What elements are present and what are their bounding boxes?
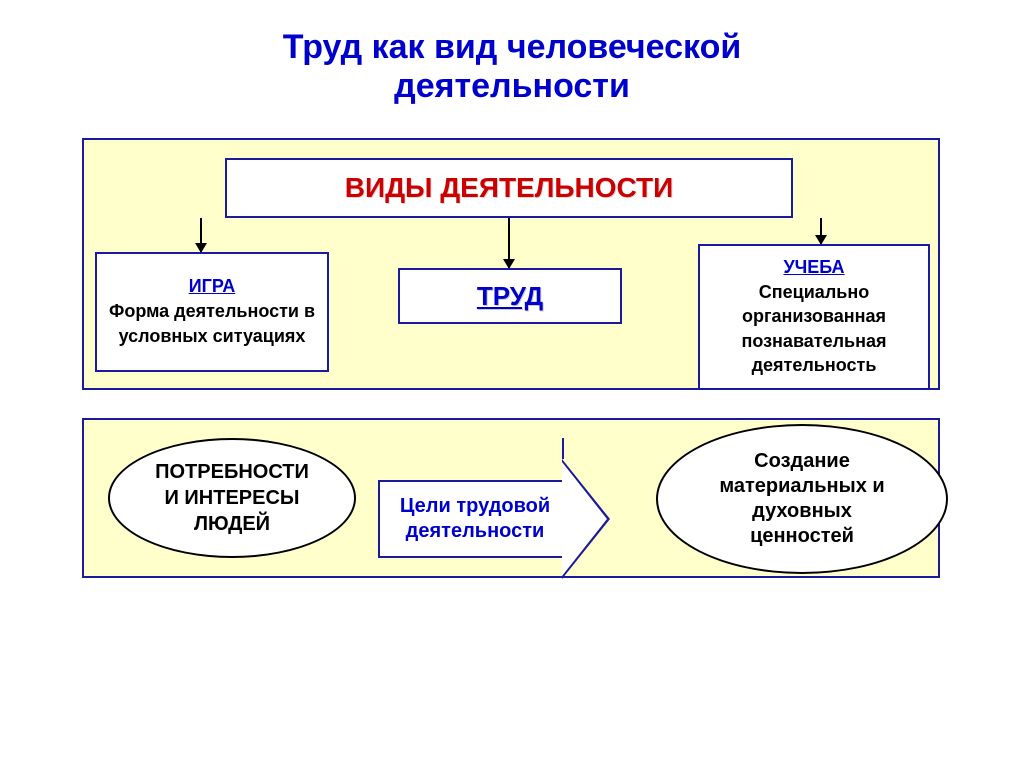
arrow-down-2	[508, 218, 510, 268]
page-title: Труд как вид человеческой деятельности	[0, 0, 1024, 106]
title-line2: деятельности	[0, 67, 1024, 106]
ucheba-title: УЧЕБА	[783, 257, 844, 278]
creation-l3: духовных	[719, 499, 884, 524]
arrow-body: Цели трудовой деятельности	[378, 480, 564, 558]
title-line1: Труд как вид человеческой	[0, 28, 1024, 67]
igra-title: ИГРА	[189, 276, 236, 297]
ellipse-creation-text: Создание материальных и духовных ценност…	[719, 449, 884, 549]
trud-title: ТРУД	[477, 281, 543, 312]
heading-text: ВИДЫ ДЕЯТЕЛЬНОСТИ	[345, 172, 674, 204]
ellipse-needs-text: ПОТРЕБНОСТИ И ИНТЕРЕСЫ ЛЮДЕЙ	[155, 459, 309, 537]
creation-l1: Создание	[719, 449, 884, 474]
ucheba-body: Специально организованная познавательная…	[710, 280, 918, 377]
arrow-goals: Цели трудовой деятельности	[378, 438, 564, 579]
ellipse-needs: ПОТРЕБНОСТИ И ИНТЕРЕСЫ ЛЮДЕЙ	[108, 438, 356, 558]
needs-l3: ЛЮДЕЙ	[155, 511, 309, 537]
goals-l2: деятельности	[400, 519, 550, 544]
igra-body: Форма деятельности в условных ситуациях	[107, 299, 317, 348]
needs-l1: ПОТРЕБНОСТИ	[155, 459, 309, 485]
arrow-notch-top	[562, 438, 564, 459]
arrow-down-1	[200, 218, 202, 252]
heading-box: ВИДЫ ДЕЯТЕЛЬНОСТИ	[225, 158, 793, 218]
needs-l2: И ИНТЕРЕСЫ	[155, 485, 309, 511]
arrow-down-3	[820, 218, 822, 244]
ellipse-creation: Создание материальных и духовных ценност…	[656, 424, 948, 574]
box-ucheba: УЧЕБА Специально организованная познават…	[698, 244, 930, 390]
box-igra: ИГРА Форма деятельности в условных ситуа…	[95, 252, 329, 372]
creation-l2: материальных и	[719, 474, 884, 499]
goals-l1: Цели трудовой	[400, 494, 550, 519]
creation-l4: ценностей	[719, 524, 884, 549]
box-trud: ТРУД	[398, 268, 622, 324]
